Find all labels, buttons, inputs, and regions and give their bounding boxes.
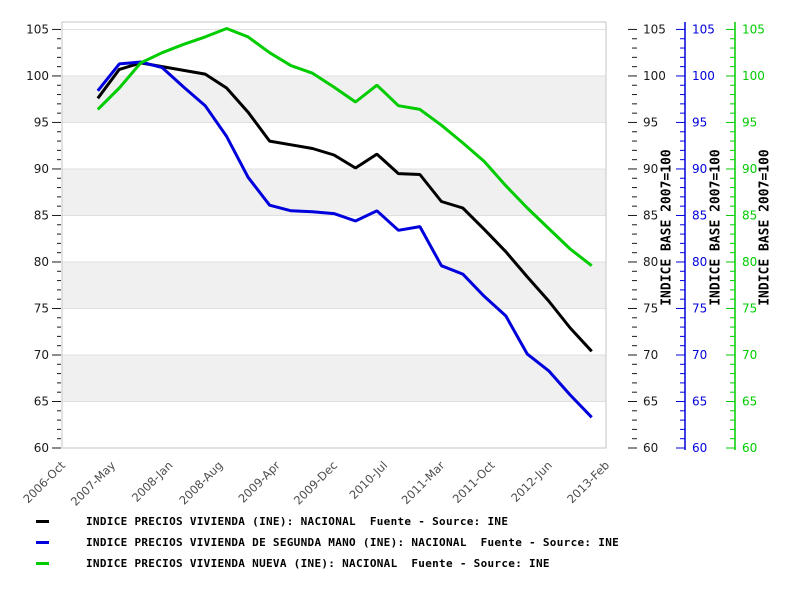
y-axis-label: 60 [692, 441, 707, 455]
y-axis-label: 75 [34, 301, 49, 315]
y-axis-label: 65 [34, 394, 49, 408]
x-axis-label: 2011-Oct [450, 458, 498, 506]
y-axis-label: 90 [742, 162, 757, 176]
y-axis-label: 80 [692, 255, 707, 269]
y-axis-label: 65 [742, 394, 757, 408]
left-axis: 105 100 95 90 85 80 75 70 65 60 [26, 22, 61, 455]
y-axis-label: 95 [34, 115, 49, 129]
x-axis-label: 2013-Feb [564, 458, 612, 506]
plot-border [61, 21, 607, 449]
x-axis-label: 2008-Jan [129, 458, 176, 505]
legend-label-general: INDICE PRECIOS VIVIENDA (INE): NACIONAL … [86, 515, 509, 528]
y-axis-label: 75 [742, 301, 757, 315]
y-axis-label: 85 [742, 208, 757, 222]
y-axis-label: 100 [643, 69, 666, 83]
right-axis-nueva: 105 100 95 90 85 80 75 70 65 60 [726, 22, 765, 455]
series-line-1 [96, 60, 593, 419]
chart-legend: INDICE PRECIOS VIVIENDA (INE): NACIONAL … [36, 511, 619, 574]
y-axis-label: 85 [692, 208, 707, 222]
legend-marker-nueva [36, 562, 49, 565]
legend-label-segunda-mano: INDICE PRECIOS VIVIENDA DE SEGUNDA MANO … [86, 536, 620, 549]
series-line-2 [96, 27, 593, 267]
x-axis-labels: 2006-Oct 2007-May 2008-Jan 2008-Aug 2009-Apr… [20, 458, 612, 509]
y-axis-label: 70 [692, 348, 707, 362]
y-axis-label: 65 [643, 394, 658, 408]
y-axis-label: 105 [643, 22, 666, 36]
y-axis-label: 105 [742, 22, 765, 36]
y-axis-label: 100 [742, 69, 765, 83]
y-axis-label: 75 [643, 301, 658, 315]
x-axis-label: 2011-Mar [399, 458, 448, 507]
y-axis-label: 95 [692, 115, 707, 129]
x-axis-label: 2006-Oct [20, 458, 68, 506]
y-axis-label: 65 [692, 394, 707, 408]
legend-item-nueva: INDICE PRECIOS VIVIENDA NUEVA (INE): NAC… [36, 553, 619, 574]
right-axis-general: 105 100 95 90 85 80 75 70 65 60 [628, 22, 666, 455]
legend-marker-segunda-mano [36, 541, 49, 544]
y-axis-label: 70 [34, 348, 49, 362]
y-axis-label: 80 [643, 255, 658, 269]
grid-bands [62, 75, 606, 402]
y-axis-label: 85 [34, 208, 49, 222]
x-axis-label: 2012-Jun [508, 458, 555, 505]
y-axis-label: 105 [26, 22, 49, 36]
grid-band [62, 168, 606, 216]
y-axis-label: 100 [26, 69, 49, 83]
grid-band [62, 261, 606, 309]
y-axis-label: 90 [692, 162, 707, 176]
y-axis-label: 100 [692, 69, 715, 83]
y-axis-label: 85 [643, 208, 658, 222]
y-axis-label: 90 [34, 162, 49, 176]
legend-item-general: INDICE PRECIOS VIVIENDA (INE): NACIONAL … [36, 511, 619, 532]
x-axis-label: 2007-May [68, 458, 118, 508]
x-axis-label: 2009-Dec [291, 458, 340, 507]
right-axis-title-general: INDICE BASE 2007=100 [659, 149, 675, 306]
x-axis-label: 2008-Aug [176, 458, 225, 507]
y-axis-label: 80 [742, 255, 757, 269]
y-axis-label: 60 [742, 441, 757, 455]
y-axis-label: 95 [742, 115, 757, 129]
y-axis-label: 70 [742, 348, 757, 362]
y-axis-label: 80 [34, 255, 49, 269]
right-axis-title-nueva: INDICE BASE 2007=100 [757, 149, 773, 306]
y-axis-label: 95 [643, 115, 658, 129]
x-axis-label: 2009-Apr [235, 458, 283, 506]
y-axis-label: 90 [643, 162, 658, 176]
right-axis-segunda-mano: 105 100 95 90 85 80 75 70 65 60 [676, 22, 715, 455]
legend-label-nueva: INDICE PRECIOS VIVIENDA NUEVA (INE): NAC… [86, 557, 550, 570]
series-line-0 [96, 61, 593, 353]
y-axis-label: 60 [643, 441, 658, 455]
y-axis-label: 70 [643, 348, 658, 362]
legend-marker-general [36, 520, 49, 523]
grid-band [62, 354, 606, 402]
legend-item-segunda-mano: INDICE PRECIOS VIVIENDA DE SEGUNDA MANO … [36, 532, 619, 553]
y-axis-label: 105 [692, 22, 715, 36]
right-axis-title-segunda-mano: INDICE BASE 2007=100 [708, 149, 724, 306]
grid-band [62, 75, 606, 123]
y-axis-label: 75 [692, 301, 707, 315]
y-axis-label: 60 [34, 441, 49, 455]
x-axis-label: 2010-Jul [346, 458, 390, 502]
